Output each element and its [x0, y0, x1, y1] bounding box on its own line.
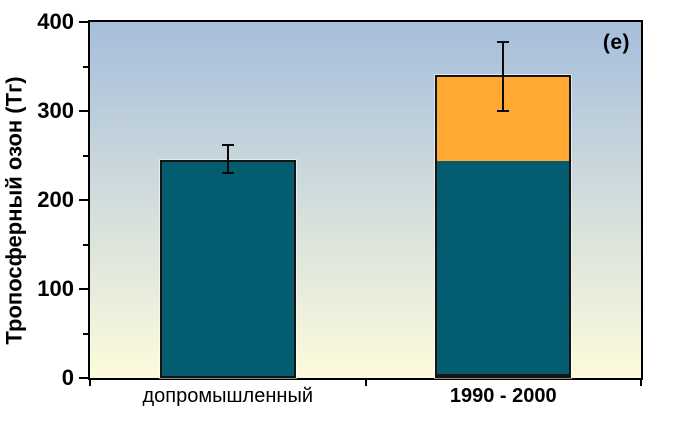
error-bar-cap [497, 110, 510, 112]
x-category-label: 1990 - 2000 [449, 385, 557, 407]
y-tick-label: 0 [61, 365, 74, 390]
y-tick-label: 300 [37, 98, 74, 123]
x-axis-tick [364, 380, 367, 386]
bar [159, 159, 296, 378]
x-category-label: допромышленный [142, 385, 313, 407]
x-axis-tick [640, 380, 642, 386]
y-major-tick [79, 199, 88, 201]
y-major-tick [79, 377, 88, 379]
y-minor-tick [83, 243, 88, 246]
y-tick-label: 200 [37, 187, 74, 212]
panel-label: (e) [602, 31, 630, 54]
error-bar-cap [497, 40, 510, 43]
error-bar-cap [221, 143, 234, 146]
y-tick-label: 100 [37, 276, 74, 301]
error-bar-cap [221, 172, 234, 175]
bar [435, 75, 572, 378]
y-major-tick [79, 21, 88, 23]
error-bar [226, 144, 229, 174]
y-minor-tick [83, 65, 88, 68]
bar-segment [161, 161, 294, 376]
y-major-tick [79, 288, 88, 290]
y-major-tick [79, 110, 88, 112]
y-tick-label: 400 [37, 9, 74, 34]
error-bar [502, 41, 505, 111]
x-axis-tick [89, 380, 91, 386]
y-minor-tick [83, 154, 88, 157]
y-minor-tick [83, 332, 88, 335]
chart: Тропосферный озон (Тг) (e) 0 100 200 300 400… [2, 9, 643, 407]
bar-segment [437, 160, 570, 376]
